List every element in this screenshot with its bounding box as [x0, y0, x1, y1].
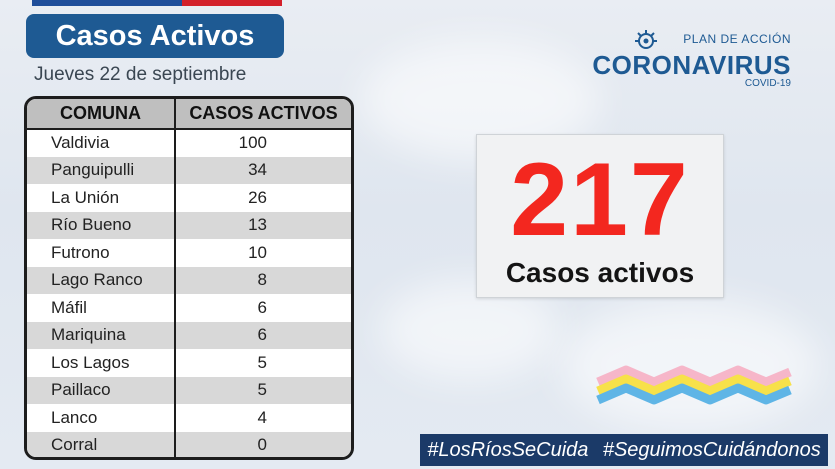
- comuna-cell: Futrono: [27, 239, 176, 267]
- comuna-cell: Panguipulli: [27, 156, 176, 184]
- casos-cell: 13: [175, 211, 351, 239]
- column-header-comuna: COMUNA: [27, 99, 176, 130]
- background-cloud: [560, 300, 820, 430]
- table-row: Los Lagos 5: [27, 349, 351, 377]
- logo-covid-text: COVID-19: [744, 78, 791, 89]
- table-row: Paillaco 5: [27, 376, 351, 404]
- table-row: Río Bueno 13: [27, 211, 351, 239]
- table-row: Máfil 6: [27, 294, 351, 322]
- casos-cell: 6: [175, 294, 351, 322]
- total-cases-card: 217 Casos activos: [476, 134, 724, 298]
- comuna-cell: Lago Ranco: [27, 266, 176, 294]
- table-row: Lago Ranco 8: [27, 266, 351, 294]
- cases-table: COMUNA CASOS ACTIVOS Valdivia 100 Panguipu…: [24, 96, 354, 460]
- comuna-cell: Valdivia: [27, 129, 176, 157]
- report-date: Jueves 22 de septiembre: [34, 64, 247, 85]
- flag-strip: [32, 0, 282, 6]
- comuna-cell: Los Lagos: [27, 349, 176, 377]
- page-title: Casos Activos: [26, 14, 284, 58]
- column-header-casos: CASOS ACTIVOS: [175, 99, 351, 130]
- casos-cell: 8: [175, 266, 351, 294]
- table-header-row: COMUNA CASOS ACTIVOS: [27, 99, 351, 130]
- total-cases-label: Casos activos: [505, 257, 695, 288]
- table-row: Mariquina 6: [27, 321, 351, 349]
- table-row: Lanco 4: [27, 404, 351, 432]
- casos-cell: 4: [175, 404, 351, 432]
- comuna-cell: Corral: [27, 431, 176, 457]
- hashtag-banner: #LosRíosSeCuida #SeguimosCuidándonos: [420, 434, 828, 466]
- comuna-cell: Paillaco: [27, 376, 176, 404]
- table-row: Panguipulli 34: [27, 156, 351, 184]
- table-row: Valdivia 100: [27, 129, 351, 157]
- logo-coronavirus-text: CORONAVIRUS: [592, 50, 791, 80]
- table-row: Futrono 10: [27, 239, 351, 267]
- comuna-cell: Máfil: [27, 294, 176, 322]
- comuna-cell: Mariquina: [27, 321, 176, 349]
- casos-cell: 100: [175, 129, 351, 157]
- hashtag-los-rios: #LosRíosSeCuida: [427, 438, 589, 461]
- casos-cell: 10: [175, 239, 351, 267]
- comuna-cell: Río Bueno: [27, 211, 176, 239]
- regional-ribbon-graphic: [596, 365, 792, 405]
- logo-plan-text: PLAN DE ACCIÓN: [683, 32, 791, 46]
- comuna-cell: Lanco: [27, 404, 176, 432]
- comuna-cell: La Unión: [27, 184, 176, 212]
- hashtag-seguimos: #SeguimosCuidándonos: [602, 438, 821, 461]
- table-row: La Unión 26: [27, 184, 351, 212]
- casos-cell: 5: [175, 376, 351, 404]
- total-cases-number: 217: [510, 142, 690, 258]
- virus-icon: [635, 30, 657, 49]
- table-row: Corral 0: [27, 431, 351, 457]
- coronavirus-plan-logo: PLAN DE ACCIÓN CORONAVIRUS COVID-19: [591, 28, 791, 92]
- casos-cell: 34: [175, 156, 351, 184]
- casos-cell: 26: [175, 184, 351, 212]
- casos-cell: 5: [175, 349, 351, 377]
- casos-cell: 0: [175, 431, 351, 457]
- casos-cell: 6: [175, 321, 351, 349]
